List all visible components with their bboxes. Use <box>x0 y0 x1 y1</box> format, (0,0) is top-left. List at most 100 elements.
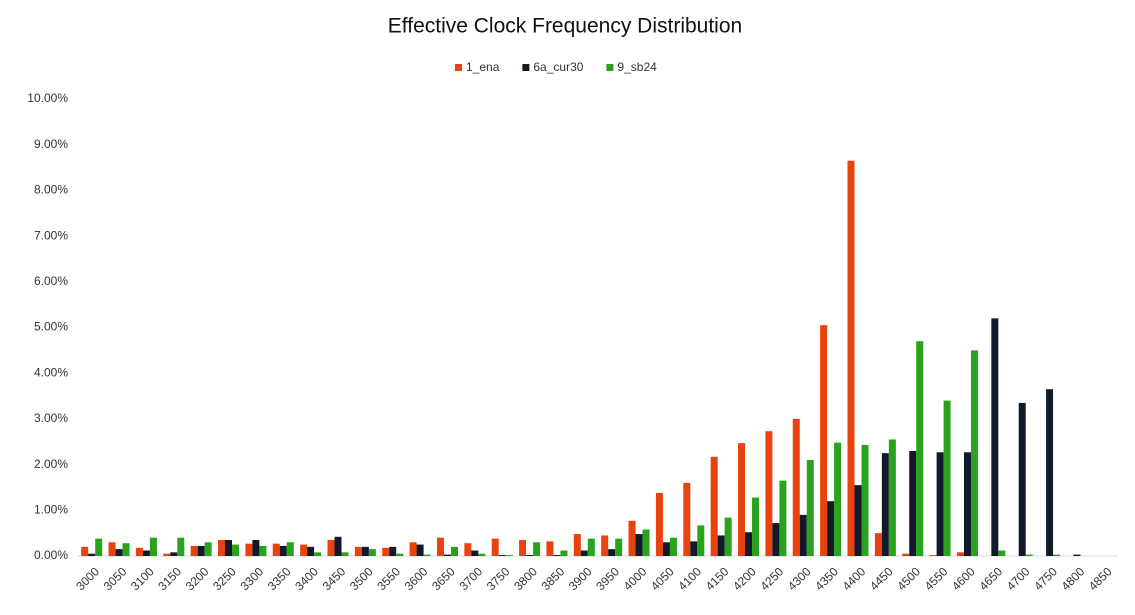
bar <box>300 544 308 556</box>
bar <box>888 439 896 556</box>
x-tick-label: 3400 <box>292 564 321 593</box>
x-tick-label: 4550 <box>922 564 951 593</box>
y-tick-label: 2.00% <box>34 457 68 471</box>
x-tick-label: 3750 <box>484 564 513 593</box>
bar <box>464 543 472 556</box>
x-tick-label: 3500 <box>347 564 376 593</box>
bar <box>854 485 862 556</box>
x-tick-label: 4650 <box>976 564 1005 593</box>
x-tick-label: 3250 <box>210 564 239 593</box>
bar <box>1073 554 1081 556</box>
bar <box>334 536 342 556</box>
legend-swatch <box>522 64 530 71</box>
bar <box>929 555 937 556</box>
x-tick-label: 3900 <box>566 564 595 593</box>
x-tick-label: 4100 <box>675 564 704 593</box>
bar <box>936 452 944 556</box>
legend-swatch <box>606 64 614 71</box>
x-tick-label: 4050 <box>648 564 677 593</box>
bar <box>560 550 568 556</box>
y-tick-label: 7.00% <box>34 228 68 242</box>
bar <box>690 541 698 556</box>
bar <box>1046 389 1054 556</box>
x-tick-label: 3800 <box>511 564 540 593</box>
x-tick-label: 3000 <box>73 564 102 593</box>
bar <box>1018 402 1026 556</box>
bar <box>443 554 451 556</box>
bar <box>519 540 527 556</box>
bar <box>423 554 431 556</box>
bar <box>655 492 663 556</box>
bar <box>436 537 444 556</box>
bar <box>772 523 780 556</box>
chart-title: Effective Clock Frequency Distribution <box>388 15 742 38</box>
bar <box>396 553 404 556</box>
bar <box>361 546 369 556</box>
bar <box>1025 554 1033 556</box>
bar <box>88 553 96 556</box>
x-tick-label: 3350 <box>265 564 294 593</box>
bar <box>662 542 670 556</box>
bar <box>608 549 616 556</box>
bar <box>765 431 773 556</box>
bar <box>628 520 636 556</box>
x-tick-label: 3600 <box>402 564 431 593</box>
legend-swatch <box>455 64 462 71</box>
x-tick-label: 3050 <box>101 564 130 593</box>
bar <box>834 442 842 556</box>
bar <box>745 532 753 556</box>
bar <box>197 545 205 556</box>
legend-label: 6a_cur30 <box>533 60 583 74</box>
bar <box>135 547 143 556</box>
x-tick-label: 3300 <box>237 564 266 593</box>
x-tick-label: 3200 <box>183 564 212 593</box>
y-tick-label: 10.00% <box>27 91 68 105</box>
y-tick-label: 8.00% <box>34 183 68 197</box>
bar <box>149 537 157 556</box>
bar <box>1053 554 1061 556</box>
bar <box>142 550 150 556</box>
bar <box>881 453 889 556</box>
bar <box>998 550 1006 556</box>
bar <box>601 535 609 556</box>
x-tick-label: 4000 <box>621 564 650 593</box>
x-tick-label: 4150 <box>703 564 732 593</box>
bar <box>792 418 800 556</box>
x-tick-label: 4850 <box>1086 564 1115 593</box>
bar <box>245 543 253 556</box>
x-tick-label: 3100 <box>128 564 157 593</box>
x-tick-label: 3950 <box>593 564 622 593</box>
bar <box>115 549 123 556</box>
bar <box>573 534 581 556</box>
x-tick-label: 4250 <box>757 564 786 593</box>
bar <box>341 552 349 556</box>
bar <box>943 400 951 556</box>
bar <box>717 535 725 556</box>
bar <box>642 529 650 556</box>
y-tick-label: 4.00% <box>34 365 68 379</box>
x-tick-label: 4750 <box>1031 564 1060 593</box>
x-tick-label: 4200 <box>730 564 759 593</box>
bar <box>902 553 910 556</box>
bar <box>991 318 999 556</box>
bar <box>963 452 971 556</box>
legend-label: 9_sb24 <box>617 60 657 74</box>
y-tick-label: 3.00% <box>34 411 68 425</box>
bar <box>286 542 294 556</box>
bar <box>752 497 760 556</box>
bar <box>498 555 506 556</box>
bar <box>368 549 376 556</box>
bar <box>225 540 233 556</box>
bar <box>170 552 178 556</box>
x-tick-label: 4350 <box>812 564 841 593</box>
bar <box>635 534 643 556</box>
bar <box>95 538 103 556</box>
bar <box>916 341 924 556</box>
bar <box>526 555 534 556</box>
bar <box>724 517 732 556</box>
bar <box>272 543 280 556</box>
bar <box>956 552 964 556</box>
bar <box>683 482 691 556</box>
x-tick-label: 4600 <box>949 564 978 593</box>
bar <box>279 545 287 556</box>
